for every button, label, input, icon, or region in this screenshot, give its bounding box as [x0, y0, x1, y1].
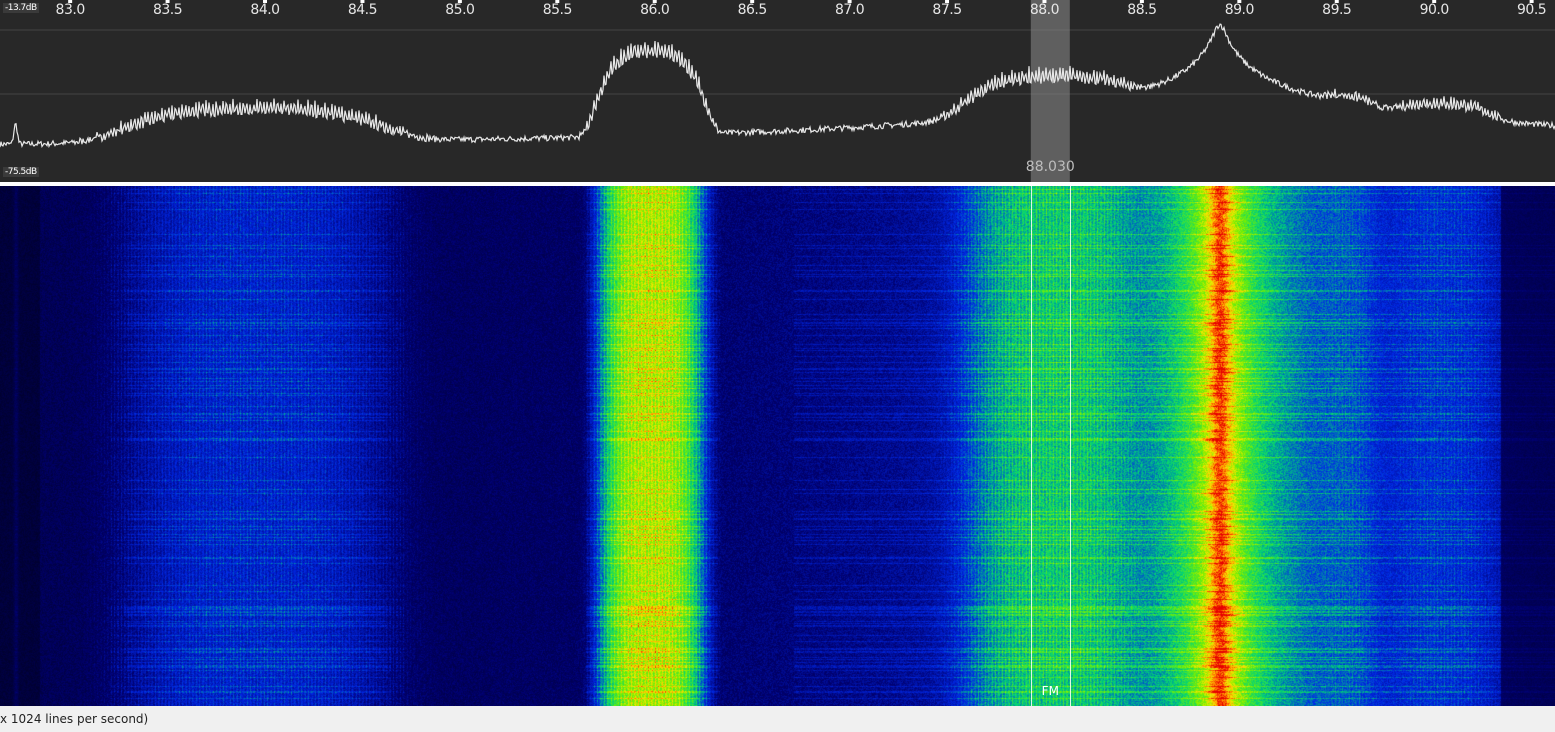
status-bar: x 1024 lines per second)	[0, 706, 1555, 726]
tick-label: 88.0	[1029, 2, 1060, 18]
tick-mark	[847, 0, 852, 3]
tick-mark	[555, 0, 560, 3]
tick-mark	[263, 0, 268, 3]
tick-mark	[1334, 0, 1339, 3]
spectrum-trace	[0, 23, 1555, 149]
tick-label: 87.0	[835, 2, 865, 18]
tick-mark	[1042, 0, 1047, 3]
tick-label: 84.0	[250, 2, 280, 18]
tick-mark	[1529, 0, 1534, 3]
tick-label: 89.0	[1224, 2, 1255, 18]
tick-label: 85.0	[445, 2, 475, 18]
filter-edge-right[interactable]	[1069, 186, 1071, 706]
tick-label: 88.5	[1127, 2, 1157, 18]
bottom-db-label: -75.5dB	[3, 167, 39, 177]
divider	[0, 182, 1555, 186]
tick-label: 86.0	[640, 2, 670, 18]
tick-mark	[165, 0, 170, 3]
waterfall-display[interactable]: FM	[0, 186, 1555, 706]
spectrum-analyzer[interactable]: 83.0 83.5 84.0 84.5 85.0 85.5 86.0 86.5 87.0 87.5…	[0, 0, 1555, 182]
tick-mark	[457, 0, 462, 3]
tick-label: 87.5	[932, 2, 962, 18]
tick-mark	[1237, 0, 1242, 3]
tick-label: 86.5	[737, 2, 768, 18]
tick-label: 83.0	[55, 2, 86, 18]
demodulator-mode-label: FM	[1041, 684, 1059, 698]
waterfall-canvas	[0, 186, 1555, 706]
tick-mark	[1432, 0, 1437, 3]
top-db-label: -13.7dB	[3, 3, 39, 13]
status-text: x 1024 lines per second)	[0, 712, 149, 726]
tick-mark	[1139, 0, 1144, 3]
tuned-frequency-readout: 88.030	[1025, 159, 1075, 175]
tick-mark	[945, 0, 950, 3]
spectrum-plot	[0, 0, 1555, 182]
tick-label: 89.5	[1322, 2, 1352, 18]
tick-label: 90.0	[1419, 2, 1450, 18]
tick-mark	[68, 0, 73, 3]
tick-label: 83.5	[152, 2, 183, 18]
tick-mark	[750, 0, 755, 3]
filter-edge-left[interactable]	[1030, 186, 1032, 706]
tick-mark	[360, 0, 365, 3]
tick-label: 84.5	[347, 2, 378, 18]
tick-mark	[652, 0, 657, 3]
tick-label: 90.5	[1517, 2, 1547, 18]
tuned-bandwidth-highlight[interactable]	[1030, 0, 1070, 182]
tick-label: 85.5	[542, 2, 573, 18]
